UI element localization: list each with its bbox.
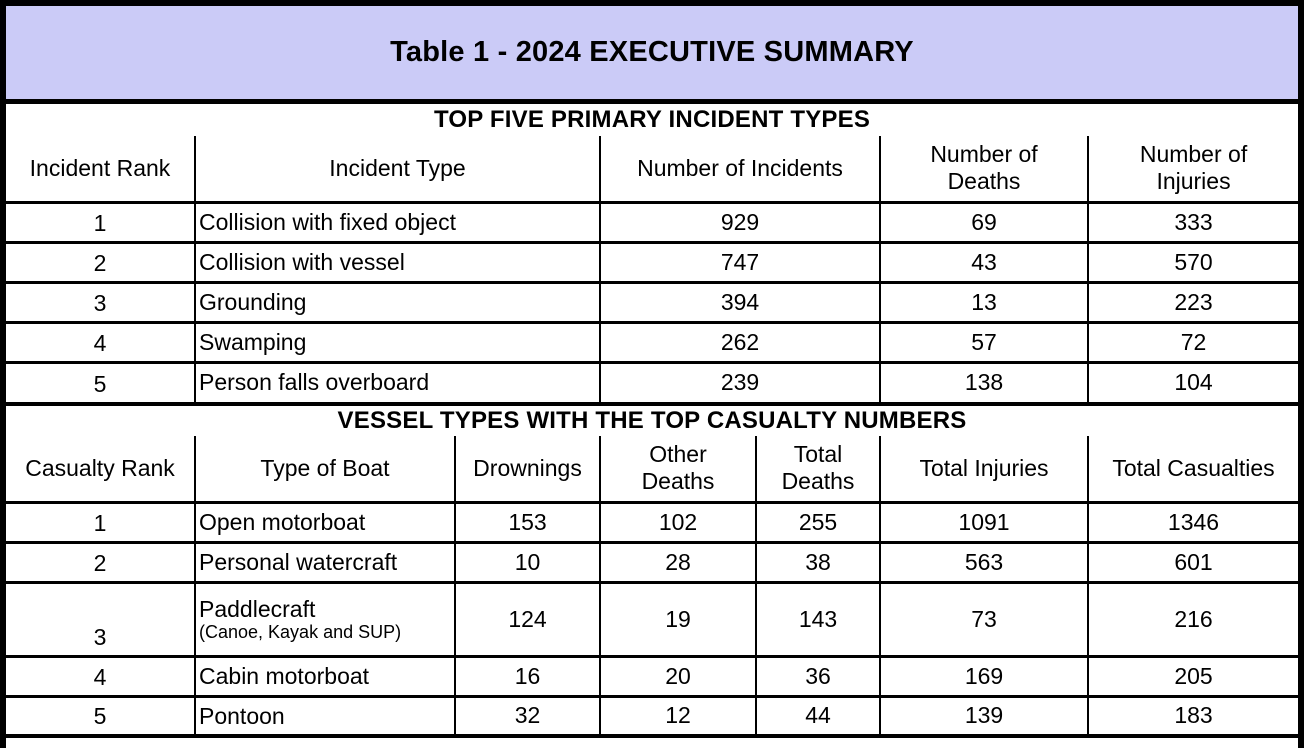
- vessel-section-title: VESSEL TYPES WITH THE TOP CASUALTY NUMBE…: [6, 402, 1298, 436]
- table-title-bar: Table 1 - 2024 EXECUTIVE SUMMARY: [6, 6, 1298, 104]
- cell-total-injuries: 563: [879, 540, 1088, 582]
- cell-other-deaths: 12: [599, 694, 756, 738]
- cell-number-of-incidents: 239: [599, 360, 880, 402]
- cell-total-casualties: 216: [1086, 580, 1298, 656]
- table-row: 4 Cabin motorboat 16 20 36 169 205: [6, 654, 1298, 696]
- incident-section-title-row: TOP FIVE PRIMARY INCIDENT TYPES: [6, 104, 1298, 136]
- cell-incident-type: Swamping: [194, 320, 600, 362]
- cell-type-of-boat: Paddlecraft (Canoe, Kayak and SUP): [194, 580, 455, 656]
- table-row: 3 Grounding 394 13 223: [6, 280, 1298, 322]
- cell-casualty-rank: 3: [6, 580, 195, 656]
- cell-incident-type: Collision with fixed object: [194, 200, 600, 242]
- cell-number-of-incidents: 262: [599, 320, 880, 362]
- cell-type-of-boat: Open motorboat: [194, 500, 455, 542]
- boat-subtext: (Canoe, Kayak and SUP): [199, 621, 402, 642]
- table-row: 2 Personal watercraft 10 28 38 563 601: [6, 540, 1298, 582]
- cell-number-of-injuries: 72: [1086, 320, 1298, 362]
- cell-type-of-boat: Personal watercraft: [194, 540, 455, 582]
- cell-total-injuries: 169: [879, 654, 1088, 696]
- boat-name: Pontoon: [199, 702, 285, 729]
- cell-number-of-deaths: 43: [879, 240, 1088, 282]
- cell-total-deaths: 255: [755, 500, 880, 542]
- cell-type-of-boat: Cabin motorboat: [194, 654, 455, 696]
- cell-total-casualties: 601: [1086, 540, 1298, 582]
- cell-casualty-rank: 2: [6, 540, 195, 582]
- cell-number-of-incidents: 747: [599, 240, 880, 282]
- cell-number-of-injuries: 333: [1086, 200, 1298, 242]
- cell-total-deaths: 38: [755, 540, 880, 582]
- table-row: 1 Open motorboat 153 102 255 1091 1346: [6, 500, 1298, 542]
- boat-name: Personal watercraft: [199, 548, 398, 575]
- cell-total-deaths: 143: [755, 580, 880, 656]
- cell-number-of-incidents: 929: [599, 200, 880, 242]
- table-row: 3 Paddlecraft (Canoe, Kayak and SUP) 124…: [6, 580, 1298, 656]
- cell-casualty-rank: 5: [6, 694, 195, 738]
- cell-incident-rank: 3: [6, 280, 195, 322]
- cell-drownings: 16: [454, 654, 600, 696]
- vessel-types-table: VESSEL TYPES WITH THE TOP CASUALTY NUMBE…: [6, 402, 1298, 738]
- cell-number-of-incidents: 394: [599, 280, 880, 322]
- cell-incident-rank: 1: [6, 200, 195, 242]
- cell-total-deaths: 44: [755, 694, 880, 738]
- column-header-number-of-deaths: Number of Deaths: [879, 136, 1088, 202]
- cell-other-deaths: 19: [599, 580, 756, 656]
- cell-total-casualties: 1346: [1086, 500, 1298, 542]
- cell-incident-type: Person falls overboard: [194, 360, 600, 402]
- column-header-incident-rank: Incident Rank: [29, 154, 171, 181]
- cell-incident-type: Collision with vessel: [194, 240, 600, 282]
- cell-total-injuries: 73: [879, 580, 1088, 656]
- cell-total-injuries: 1091: [879, 500, 1088, 542]
- cell-total-casualties: 183: [1086, 694, 1298, 738]
- cell-incident-type: Grounding: [194, 280, 600, 322]
- vessel-section-title-row: VESSEL TYPES WITH THE TOP CASUALTY NUMBE…: [6, 402, 1298, 436]
- cell-drownings: 124: [454, 580, 600, 656]
- cell-other-deaths: 102: [599, 500, 756, 542]
- column-header-total-injuries: Total Injuries: [879, 436, 1088, 502]
- cell-drownings: 10: [454, 540, 600, 582]
- table-row: 1 Collision with fixed object 929 69 333: [6, 200, 1298, 242]
- cell-total-casualties: 205: [1086, 654, 1298, 696]
- incident-types-table: TOP FIVE PRIMARY INCIDENT TYPES Incident…: [6, 104, 1298, 402]
- page-title: Table 1 - 2024 EXECUTIVE SUMMARY: [390, 36, 914, 68]
- cell-number-of-deaths: 57: [879, 320, 1088, 362]
- column-header-drownings: Drownings: [454, 436, 600, 502]
- column-header-other-deaths: Other Deaths: [599, 436, 756, 502]
- cell-number-of-deaths: 138: [879, 360, 1088, 402]
- cell-other-deaths: 20: [599, 654, 756, 696]
- cell-incident-rank: 5: [6, 360, 195, 402]
- table-row: 5 Pontoon 32 12 44 139 183: [6, 694, 1298, 738]
- cell-number-of-injuries: 104: [1086, 360, 1298, 402]
- cell-drownings: 153: [454, 500, 600, 542]
- cell-number-of-injuries: 570: [1086, 240, 1298, 282]
- cell-casualty-rank: 4: [6, 654, 195, 696]
- cell-total-deaths: 36: [755, 654, 880, 696]
- vessel-header-row: Casualty Rank Type of Boat Drownings Oth…: [6, 436, 1298, 502]
- cell-other-deaths: 28: [599, 540, 756, 582]
- cell-number-of-injuries: 223: [1086, 280, 1298, 322]
- column-header-number-of-incidents: Number of Incidents: [599, 136, 880, 202]
- cell-total-injuries: 139: [879, 694, 1088, 738]
- incident-header-row: Incident Rank Incident Type Number of In…: [6, 136, 1298, 202]
- cell-incident-rank: 4: [6, 320, 195, 362]
- cell-casualty-rank: 1: [6, 500, 195, 542]
- cell-drownings: 32: [454, 694, 600, 738]
- cell-type-of-boat: Pontoon: [194, 694, 455, 738]
- table-row: 2 Collision with vessel 747 43 570: [6, 240, 1298, 282]
- boat-name: Paddlecraft: [199, 596, 316, 623]
- cell-number-of-deaths: 13: [879, 280, 1088, 322]
- boat-name: Cabin motorboat: [199, 662, 370, 689]
- column-header-total-casualties: Total Casualties: [1086, 436, 1298, 502]
- column-header-number-of-injuries: Number of Injuries: [1086, 136, 1298, 202]
- boat-name: Open motorboat: [199, 508, 366, 535]
- column-header-type-of-boat: Type of Boat: [194, 436, 455, 502]
- column-header-incident-type: Incident Type: [194, 136, 600, 202]
- table-row: 5 Person falls overboard 239 138 104: [6, 360, 1298, 402]
- cell-number-of-deaths: 69: [879, 200, 1088, 242]
- incident-section-title: TOP FIVE PRIMARY INCIDENT TYPES: [433, 106, 871, 133]
- column-header-casualty-rank: Casualty Rank: [25, 454, 175, 481]
- cell-incident-rank: 2: [6, 240, 195, 282]
- table-row: 4 Swamping 262 57 72: [6, 320, 1298, 362]
- column-header-total-deaths: Total Deaths: [755, 436, 880, 502]
